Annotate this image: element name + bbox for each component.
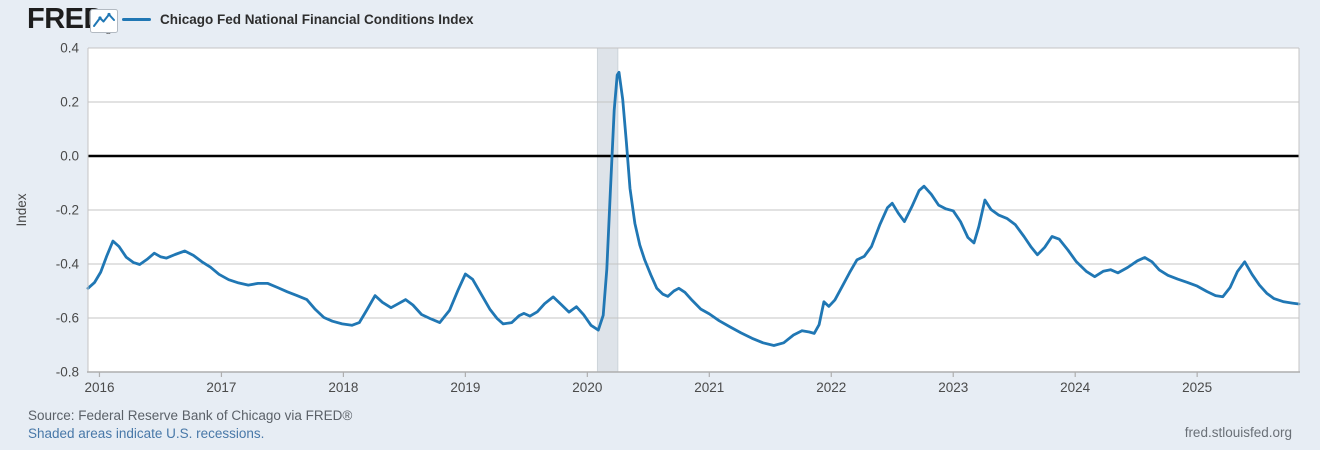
legend-line-swatch bbox=[122, 18, 151, 21]
y-tick-label: -0.2 bbox=[56, 203, 79, 218]
x-tick-label: 2016 bbox=[84, 380, 114, 395]
sparkline-icon bbox=[90, 9, 118, 33]
x-tick-label: 2017 bbox=[206, 380, 236, 395]
x-tick-label: 2019 bbox=[450, 380, 480, 395]
x-tick-label: 2020 bbox=[572, 380, 602, 395]
site-link[interactable]: fred.stlouisfed.org bbox=[1184, 425, 1292, 440]
recessions-link[interactable]: Shaded areas indicate U.S. recessions. bbox=[28, 426, 265, 441]
y-tick-label: -0.4 bbox=[56, 257, 80, 272]
y-tick-label: 0.0 bbox=[60, 149, 79, 164]
x-tick-label: 2022 bbox=[816, 380, 846, 395]
chart-plot-area[interactable]: 2016 2017 2018 2019 2020 2021 2022 2023 2024 2025… bbox=[0, 0, 1320, 405]
x-tick-label: 2025 bbox=[1182, 380, 1212, 395]
x-tick-label: 2023 bbox=[938, 380, 968, 395]
x-tick-label: 2021 bbox=[694, 380, 724, 395]
x-tick-label: 2018 bbox=[328, 380, 358, 395]
legend-label: Chicago Fed National Financial Condition… bbox=[160, 12, 474, 27]
y-tick-label: -0.6 bbox=[56, 311, 79, 326]
x-tick-label: 2024 bbox=[1060, 380, 1091, 395]
y-tick-label: 0.4 bbox=[60, 41, 79, 56]
y-tick-label: 0.2 bbox=[60, 95, 79, 110]
legend: Chicago Fed National Financial Condition… bbox=[122, 12, 474, 27]
source-note: Source: Federal Reserve Bank of Chicago … bbox=[28, 408, 353, 423]
y-tick-label: -0.8 bbox=[56, 365, 79, 380]
series-line bbox=[86, 70, 1301, 347]
